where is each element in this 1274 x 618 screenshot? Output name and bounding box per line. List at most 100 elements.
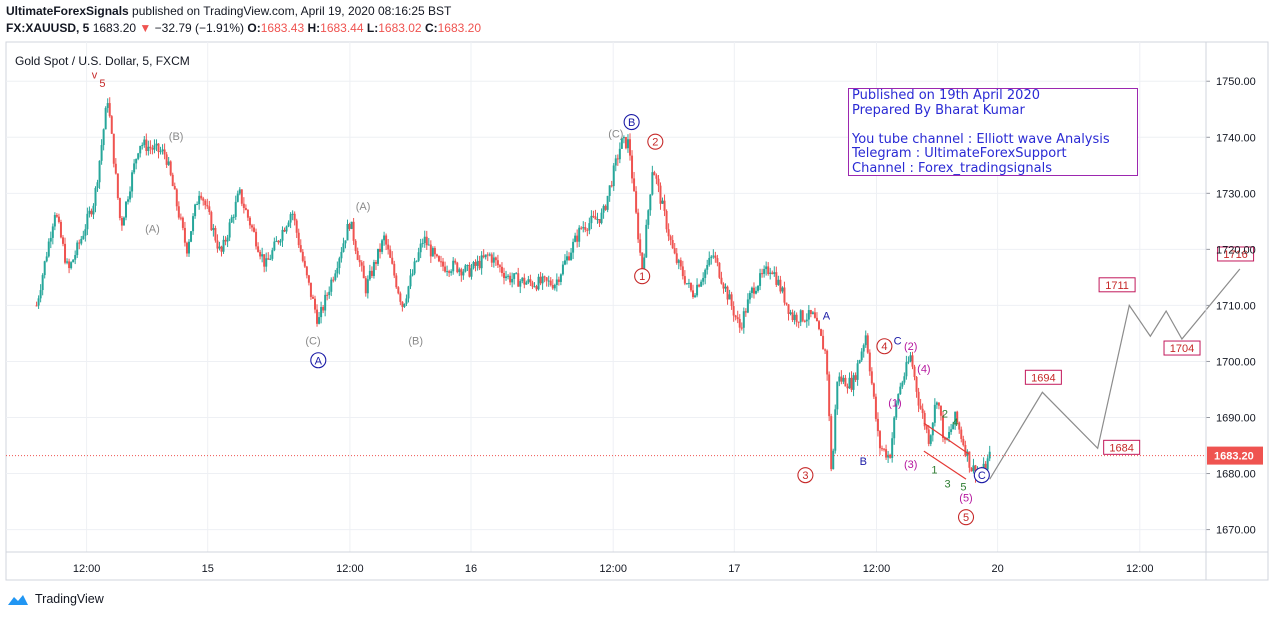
candle-body [301,251,304,261]
candle-body [92,205,95,215]
candle-body [533,286,536,288]
candle-body [47,241,50,257]
candle-body [537,276,540,290]
wave-label: (B) [408,336,423,348]
candle-body [576,235,579,242]
candle-body [66,261,69,263]
candle-body [161,149,164,152]
candle-body [759,273,762,286]
candle-body [950,429,953,432]
candle-body [913,366,916,377]
candle-body [230,217,233,223]
candle-body [553,285,556,289]
candle-body [671,239,674,249]
candle-body [51,226,54,238]
candle-body [799,310,802,323]
candle-body [442,261,445,267]
candle-body [588,223,591,231]
candle-body [482,255,485,258]
y-tick-label: 1750.00 [1216,76,1256,88]
wave-label: (C) [608,128,623,140]
candle-body [557,279,560,282]
candle-body [297,232,300,246]
candle-body [679,260,682,267]
candle-body [435,254,438,257]
candle-body [171,174,174,187]
y-tick-label: 1740.00 [1216,132,1256,144]
candle-body [732,306,735,316]
candle-body [129,191,132,200]
publish-header: UltimateForexSignals published on Tradin… [6,4,451,18]
candle-body [700,281,703,287]
y-tick-label: 1720.00 [1216,244,1256,256]
wave-label-circle [973,467,990,484]
candle-body [620,138,623,149]
x-tick-label: 12:00 [863,563,891,575]
candle-body [895,403,898,418]
candle-body [641,252,644,274]
candle-body [915,376,918,392]
candle-body [667,229,670,237]
candle-body [773,272,776,275]
candle-body [622,137,625,139]
candle-body [88,210,91,214]
tradingview-brand[interactable]: TradingView [6,592,104,606]
candle-body [683,276,686,284]
candle-body [214,228,217,241]
candle-body [777,279,780,285]
y-tick-label: 1730.00 [1216,188,1256,200]
candle-body [972,465,975,472]
candle-body [72,259,75,263]
candle-body [755,290,758,294]
candle-body [710,256,713,258]
candle-body [820,329,823,336]
candle-body [208,206,211,213]
candle-body [464,265,467,272]
candle-body [944,437,947,440]
candle-body [834,409,837,451]
chart-title: Gold Spot / U.S. Dollar, 5, FXCM [15,54,190,68]
candle-body [618,148,621,160]
candle-body [830,416,833,470]
candle-body [340,251,343,259]
candle-body [811,312,814,314]
candle-body [55,215,58,217]
candle-body [803,320,806,322]
candle-body [838,376,841,382]
candle-body [492,257,495,263]
candle-body [519,281,522,287]
publisher-name[interactable]: UltimateForexSignals [6,4,129,18]
high-value: 1683.44 [320,21,364,35]
target-label: 1716 [1223,249,1247,261]
candle-body [897,394,900,404]
candle-body [698,284,701,287]
candle-body [458,269,461,273]
candle-body [218,246,221,249]
candle-body [460,269,463,276]
candle-body [202,198,205,201]
candle-body [643,257,646,274]
candle-body [948,431,951,439]
candle-body [718,262,721,278]
candle-body [76,242,79,256]
candle-body [856,363,859,380]
candle-body [324,294,327,311]
candle-body [547,280,550,282]
candle-body [285,226,288,232]
wave-label: 5 [99,78,105,90]
candle-body [216,240,219,249]
candle-body [226,237,229,242]
candle-body [907,361,910,363]
candle-body [376,248,379,264]
candle-body [104,107,107,130]
candle-body [338,258,341,269]
candle-body [289,214,292,223]
candle-body [167,161,170,165]
candle-body [411,273,414,276]
candle-body [139,145,142,154]
candle-body [409,275,412,287]
candle-body [53,215,56,227]
candle-body [712,255,715,257]
candle-body [334,273,337,280]
